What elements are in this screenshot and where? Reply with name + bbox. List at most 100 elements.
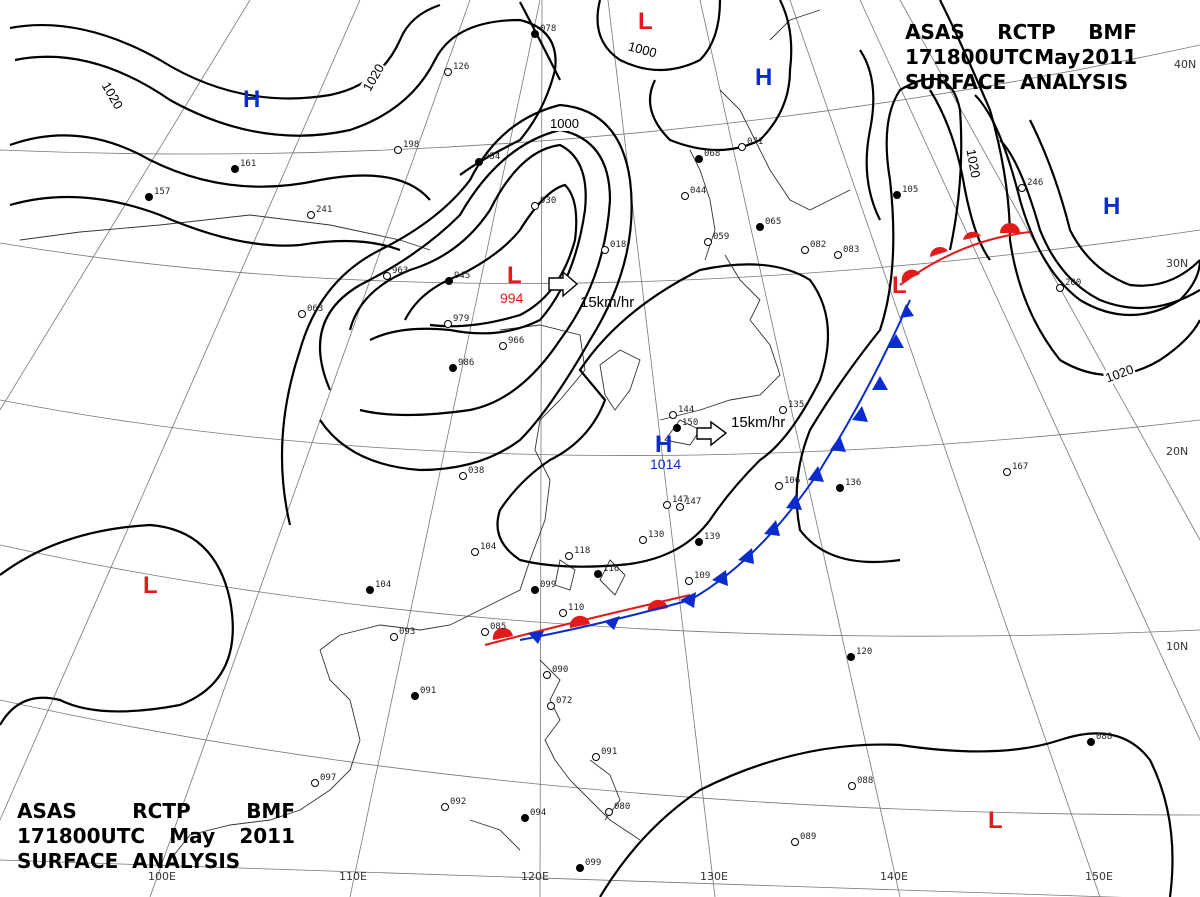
station-marker: [531, 586, 539, 594]
station-pressure-value: 044: [690, 186, 707, 196]
station-pressure-value: 059: [713, 232, 730, 242]
station-marker: [775, 482, 783, 490]
station-pressure-value: 241: [316, 205, 333, 215]
station-marker: [449, 364, 457, 372]
station-marker: [576, 864, 584, 872]
station-pressure-value: 094: [530, 808, 547, 818]
station-pressure-value: 085: [490, 622, 507, 632]
station-pressure-value: 089: [800, 832, 817, 842]
title-year: 2011: [239, 824, 295, 848]
station-marker: [847, 653, 855, 661]
station-marker: [475, 158, 483, 166]
station-marker: [695, 155, 703, 163]
station-marker: [1003, 468, 1011, 476]
station-marker: [441, 803, 449, 811]
title-time: 171800UTC: [905, 45, 1034, 69]
station-pressure-value: 109: [694, 571, 711, 581]
station-marker: [145, 193, 153, 201]
high-pressure-center: H: [243, 86, 261, 113]
station-marker: [669, 411, 677, 419]
station-pressure-value: 088: [857, 776, 874, 786]
station-marker: [390, 633, 398, 641]
station-marker: [444, 320, 452, 328]
station-pressure-value: 136: [845, 478, 862, 488]
station-pressure-value: 063: [307, 304, 324, 314]
station-marker: [366, 586, 374, 594]
station-marker: [531, 30, 539, 38]
longitude-label: 130E: [700, 870, 728, 883]
station-marker: [559, 609, 567, 617]
longitude-label: 120E: [521, 870, 549, 883]
station-marker: [685, 577, 693, 585]
station-pressure-value: 144: [678, 405, 695, 415]
station-pressure-value: 071: [747, 137, 764, 147]
station-marker: [673, 424, 681, 432]
high-pressure-value: 1014: [650, 456, 682, 472]
station-pressure-value: 083: [843, 245, 860, 255]
latitude-label: 20N: [1166, 445, 1189, 458]
station-pressure-value: 091: [420, 686, 437, 696]
station-pressure-value: 167: [1012, 462, 1029, 472]
station-marker: [695, 538, 703, 546]
low-pressure-center: L: [638, 8, 653, 35]
title-agency: ASAS: [17, 799, 77, 823]
station-pressure-value: 068: [704, 149, 721, 159]
title-code: BMF: [1088, 20, 1137, 44]
title-station: RCTP: [997, 20, 1056, 44]
low-pressure-center: L: [988, 807, 1003, 834]
station-marker: [547, 702, 555, 710]
station-pressure-value: 130: [648, 530, 665, 540]
station-pressure-value: 147: [672, 495, 689, 505]
latitude-label: 10N: [1166, 640, 1189, 653]
station-pressure-value: 078: [540, 24, 557, 34]
station-pressure-value: 099: [540, 580, 557, 590]
high-pressure-center: H: [755, 64, 773, 91]
station-pressure-value: 091: [601, 747, 618, 757]
station-marker: [565, 552, 573, 560]
station-pressure-value: 080: [614, 802, 631, 812]
warm-front: [484, 223, 1031, 646]
station-pressure-value: 065: [765, 217, 782, 227]
station-pressure-value: 930: [540, 196, 557, 206]
title-year: 2011: [1081, 45, 1137, 69]
station-marker: [1087, 738, 1095, 746]
station-marker: [531, 202, 539, 210]
station-pressure-value: 120: [856, 647, 873, 657]
station-marker: [779, 406, 787, 414]
station-marker: [383, 272, 391, 280]
station-marker: [836, 484, 844, 492]
title-time: 171800UTC: [17, 824, 146, 848]
station-pressure-value: 090: [552, 665, 569, 675]
station-pressure-value: 150: [682, 418, 699, 428]
station-pressure-value: 246: [1027, 178, 1044, 188]
station-pressure-value: 118: [574, 546, 591, 556]
station-pressure-value: 104: [375, 580, 392, 590]
station-pressure-value: 126: [453, 62, 470, 72]
station-marker: [1018, 184, 1026, 192]
station-pressure-value: 945: [454, 271, 471, 281]
station-marker: [738, 143, 746, 151]
high-pressure-center: H: [1103, 193, 1121, 220]
station-marker: [676, 503, 684, 511]
title-kind: SURFACE ANALYSIS: [905, 70, 1129, 94]
station-marker: [601, 246, 609, 254]
station-pressure-value: 097: [320, 773, 337, 783]
station-pressure-value: 963: [392, 266, 409, 276]
station-marker: [444, 68, 452, 76]
low-pressure-center: L: [507, 262, 522, 289]
station-marker: [605, 808, 613, 816]
isobar-label: 1000: [549, 116, 580, 131]
movement-arrows: [548, 270, 728, 447]
station-pressure-value: 110: [568, 603, 585, 613]
high-motion-speed: 15km/hr: [731, 414, 786, 431]
station-marker: [1056, 284, 1064, 292]
station-marker: [411, 692, 419, 700]
station-pressure-value: 135: [788, 400, 805, 410]
station-pressure-value: 104: [480, 542, 497, 552]
low-pressure-center: L: [892, 272, 907, 299]
high-pressure-center: H: [655, 431, 673, 458]
station-pressure-value: 082: [810, 240, 827, 250]
low-pressure-center: L: [143, 572, 158, 599]
station-pressure-value: 038: [468, 466, 485, 476]
